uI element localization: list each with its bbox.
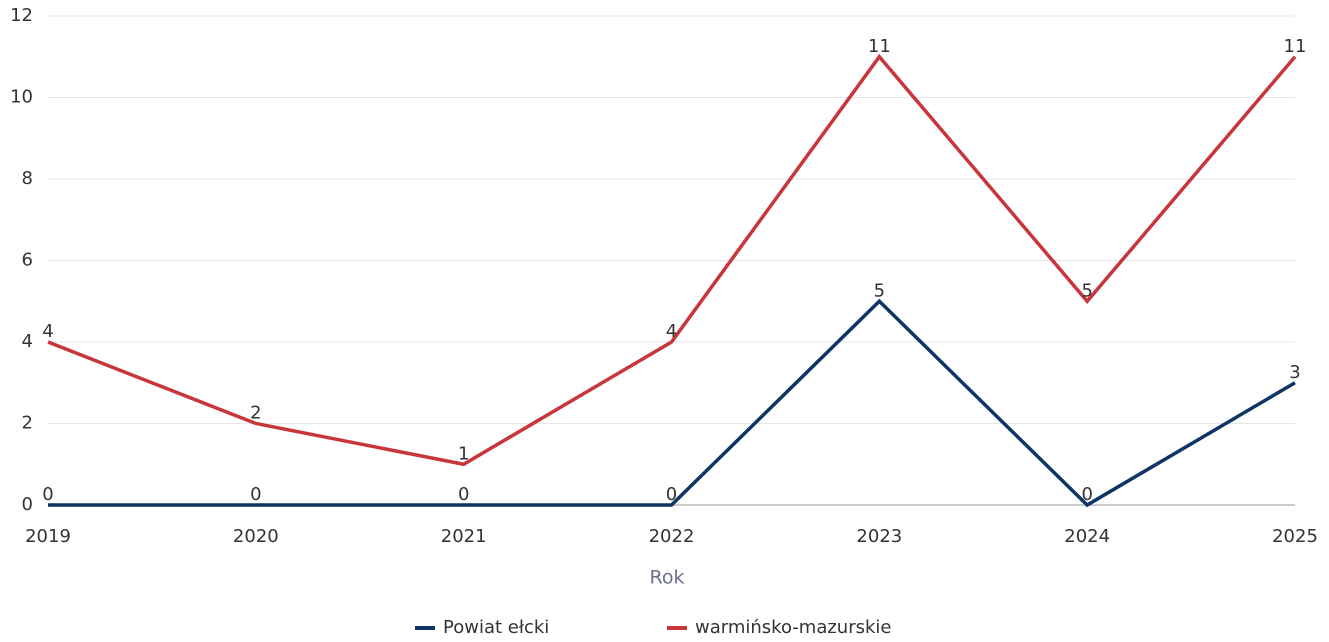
x-axis-label: Rok: [650, 567, 685, 589]
data-label: 0: [1081, 484, 1092, 505]
data-label: 2: [250, 403, 261, 424]
data-label: 4: [42, 321, 53, 342]
data-label: 0: [458, 484, 469, 505]
data-label: 0: [42, 484, 53, 505]
y-tick-label: 10: [10, 87, 33, 108]
data-label: 4: [666, 321, 677, 342]
x-tick-label: 2019: [25, 526, 71, 547]
series-line: [47, 53, 1297, 467]
data-label: 3: [1289, 362, 1300, 383]
x-tick-label: 2024: [1064, 526, 1110, 547]
data-label: 5: [1081, 280, 1092, 301]
y-tick-label: 0: [22, 494, 33, 515]
legend-label: warmińsko-mazurskie: [695, 617, 891, 638]
x-tick-label: 2020: [233, 526, 279, 547]
data-label: 0: [250, 484, 261, 505]
data-label: 11: [1284, 36, 1307, 57]
y-tick-label: 6: [22, 250, 33, 271]
series-line: [48, 298, 1296, 508]
x-tick-label: 2025: [1272, 526, 1318, 547]
data-label: 5: [874, 280, 885, 301]
data-label: 1: [458, 443, 469, 464]
x-tick-label: 2022: [649, 526, 695, 547]
data-label: 0: [666, 484, 677, 505]
y-tick-label: 2: [22, 413, 33, 434]
legend-label: Powiat ełcki: [443, 617, 549, 638]
data-label: 11: [868, 36, 891, 57]
y-tick-label: 8: [22, 168, 33, 189]
y-tick-label: 12: [10, 5, 33, 26]
x-tick-label: 2023: [856, 526, 902, 547]
y-tick-label: 4: [22, 331, 33, 352]
x-tick-label: 2021: [441, 526, 487, 547]
